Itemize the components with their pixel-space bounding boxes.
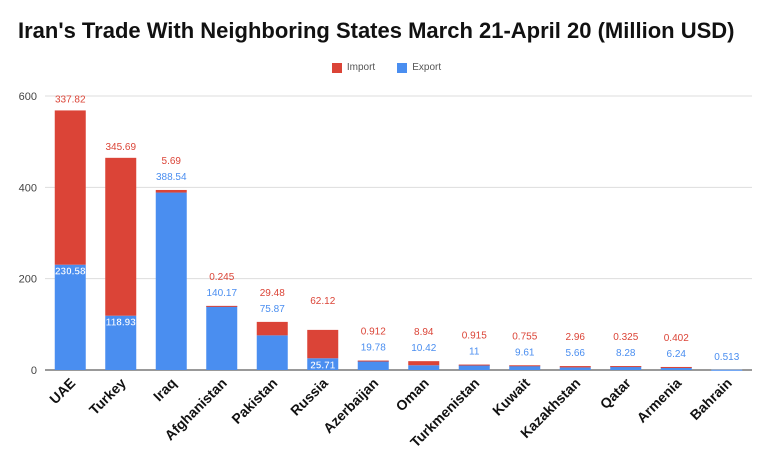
- x-tick-label: UAE: [46, 375, 78, 407]
- bar-export: [307, 358, 339, 370]
- bar-export: [559, 367, 591, 370]
- y-tick-label: 400: [19, 182, 37, 194]
- bar-import: [307, 329, 339, 359]
- bar-export: [660, 367, 692, 370]
- bar-export: [155, 192, 187, 370]
- x-tick-label: Bahrain: [687, 375, 735, 423]
- legend-item-import: Import: [331, 62, 376, 73]
- bar-export: [357, 360, 389, 370]
- data-label-export: 10.42: [411, 343, 436, 354]
- bar-export: [54, 264, 86, 370]
- data-label-export: 9.61: [515, 347, 535, 358]
- data-label-import: 0.245: [209, 272, 234, 283]
- data-label-import: 5.69: [162, 156, 182, 167]
- x-tick-label: Pakistan: [228, 375, 280, 427]
- x-tick-label: Russia: [287, 375, 331, 419]
- bar-export: [256, 335, 288, 370]
- data-label-export: 388.54: [156, 172, 187, 183]
- bar-export: [408, 365, 440, 370]
- data-label-export: 8.28: [616, 348, 636, 359]
- bar-import: [458, 364, 490, 366]
- legend-label-import: Import: [346, 62, 376, 73]
- data-label-import: 337.82: [55, 94, 86, 105]
- bar-import: [256, 321, 288, 336]
- x-tick-label: Turkey: [86, 375, 129, 418]
- bar-export: [458, 364, 490, 370]
- bar-import: [54, 110, 86, 265]
- data-label-export: 6.24: [667, 349, 687, 360]
- bar-import: [509, 365, 541, 367]
- data-label-import: 0.912: [361, 327, 386, 338]
- data-label-export: 0.513: [714, 352, 739, 363]
- x-tick-label: Oman: [392, 375, 431, 414]
- data-label-export: 5.66: [566, 348, 586, 359]
- data-label-import: 0.915: [462, 331, 487, 342]
- y-tick-label: 0: [31, 365, 37, 377]
- data-label-import: 345.69: [105, 142, 136, 153]
- bar-export: [105, 315, 137, 370]
- data-label-import: 0.325: [613, 332, 638, 343]
- x-tick-label: Azerbaijan: [320, 375, 381, 436]
- data-label-import: 62.12: [310, 296, 335, 307]
- y-tick-label: 200: [19, 274, 37, 286]
- bar-import: [660, 366, 692, 368]
- legend-item-export: Export: [397, 62, 441, 73]
- legend-label-export: Export: [412, 62, 442, 73]
- bar-import: [357, 360, 389, 362]
- data-label-import: 0.755: [512, 331, 537, 342]
- bar-export: [509, 365, 541, 370]
- bar-export: [711, 369, 743, 371]
- bar-import: [155, 189, 187, 193]
- bar-export: [206, 305, 238, 370]
- data-label-import: 0.402: [664, 333, 689, 344]
- bar-import: [610, 366, 642, 368]
- legend-swatch-export: [397, 62, 408, 73]
- bar-export: [610, 366, 642, 370]
- data-label-export: 230.58: [55, 267, 86, 278]
- data-label-export: 140.17: [206, 288, 237, 299]
- data-label-export: 25.71: [310, 360, 335, 371]
- data-label-export: 75.87: [260, 304, 285, 315]
- data-label-export: 19.78: [361, 343, 386, 354]
- bar-import: [105, 157, 137, 316]
- x-tick-label: Kuwait: [489, 375, 533, 419]
- bar-import: [559, 366, 591, 368]
- y-tick-label: 600: [19, 91, 37, 103]
- data-label-import: 8.94: [414, 327, 434, 338]
- x-tick-label: Qatar: [597, 374, 635, 412]
- legend: Import Export: [0, 62, 773, 73]
- x-tick-label: Armenia: [633, 375, 684, 426]
- chart-title: Iran's Trade With Neighboring States Mar…: [18, 18, 735, 43]
- data-label-export: 118.93: [106, 318, 136, 329]
- x-tick-label: Iraq: [150, 375, 179, 404]
- data-label-import: 29.48: [260, 288, 285, 299]
- bar-import: [408, 361, 440, 366]
- data-label-import: 2.96: [566, 332, 586, 343]
- bar-import: [206, 305, 238, 307]
- data-label-export: 11: [469, 347, 480, 358]
- legend-swatch-import: [331, 62, 342, 73]
